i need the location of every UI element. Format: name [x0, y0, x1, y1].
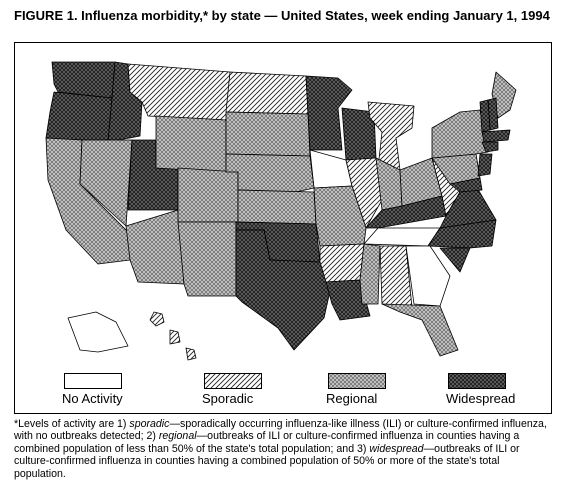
state-tn	[363, 227, 441, 247]
legend-swatch-sporadic	[204, 373, 262, 389]
legend-item-no-activity: No Activity	[62, 373, 182, 406]
state-ks	[237, 189, 317, 225]
state-me	[491, 71, 517, 119]
footnote-term-regional: regional	[158, 430, 197, 443]
state-ak	[67, 311, 129, 353]
legend-swatch-regional	[328, 373, 386, 389]
state-ct	[481, 141, 499, 153]
state-az	[125, 209, 185, 285]
map-frame	[14, 42, 552, 414]
footnote-text-1: Levels of activity are 1)	[18, 418, 130, 430]
footnote-text-3: —outbreaks of ILI or culture-confirmed i…	[14, 430, 520, 455]
legend-item-regional: Regional	[326, 373, 446, 406]
state-la	[325, 279, 371, 321]
figure-title: FIGURE 1. Influenza morbidity,* by state…	[14, 8, 550, 23]
footnote-text-2: —sporadically occurring influenza-like i…	[14, 418, 547, 443]
state-co	[177, 167, 239, 223]
footnote-marker: *	[14, 418, 19, 430]
state-md	[449, 177, 483, 193]
state-fl	[381, 303, 459, 357]
state-nm	[177, 221, 237, 297]
state-nd	[225, 71, 309, 115]
legend-label-widespread: Widespread	[446, 391, 516, 406]
state-ma	[481, 129, 511, 143]
legend-swatch-widespread	[448, 373, 506, 389]
footnote-term-sporadic: sporadic	[129, 418, 170, 430]
us-state-map	[45, 61, 517, 361]
state-or	[45, 91, 113, 143]
state-sd	[225, 111, 311, 157]
footnote-text-4: —outbreaks of ILI or culture-confirmed i…	[14, 442, 520, 480]
state-ne	[225, 153, 315, 193]
state-ga	[405, 245, 451, 307]
legend-label-regional: Regional	[326, 391, 378, 406]
state-va	[439, 185, 497, 229]
state-nj	[477, 153, 493, 177]
state-il	[345, 157, 383, 229]
state-vt	[479, 99, 491, 133]
legend-item-sporadic: Sporadic	[202, 373, 322, 406]
state-mt	[127, 63, 231, 121]
state-tx	[235, 229, 333, 351]
legend: No Activity Sporadic Regional Widespread	[14, 373, 552, 413]
state-ms	[359, 243, 381, 305]
legend-label-sporadic: Sporadic	[202, 391, 254, 406]
footnote-term-widespread: widespread	[369, 442, 424, 455]
state-ar	[319, 243, 365, 283]
state-wy	[155, 115, 227, 173]
state-hi	[149, 311, 197, 361]
legend-item-widespread: Widespread	[446, 373, 566, 406]
state-sc	[439, 247, 471, 273]
legend-swatch-no-activity	[64, 373, 122, 389]
state-ny	[431, 109, 489, 159]
legend-label-no-activity: No Activity	[62, 391, 123, 406]
footnote: *Levels of activity are 1) sporadic—spor…	[14, 418, 554, 480]
